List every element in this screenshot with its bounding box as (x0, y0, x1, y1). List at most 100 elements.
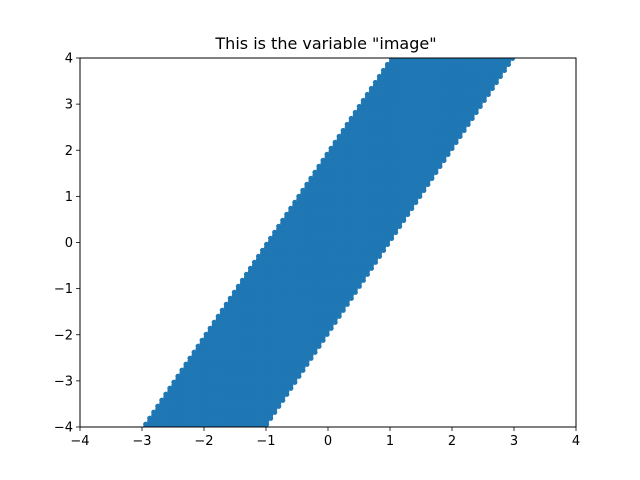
scatter-point (300, 187, 306, 193)
y-axis: −4 −3 −2 −1 0 1 2 3 4 (54, 52, 80, 436)
scatter-point (455, 58, 457, 59)
scatter-point (481, 58, 487, 62)
scatter-point (494, 47, 499, 52)
scatter-point (437, 50, 442, 55)
scatter-point (212, 428, 217, 433)
scatter-point (506, 47, 511, 52)
scatter-point (441, 50, 446, 55)
scatter-point (216, 431, 221, 436)
scatter-point (167, 434, 172, 439)
scatter-point (224, 434, 229, 439)
scatter-point (151, 434, 156, 439)
scatter-point (216, 428, 221, 433)
scatter-point (175, 373, 181, 379)
scatter-point (453, 50, 458, 55)
scatter-point (232, 434, 237, 439)
scatter-point (220, 434, 225, 439)
scatter-point (163, 391, 169, 397)
scatter-point (216, 434, 221, 439)
scatter-point (155, 428, 160, 433)
scatter-point (191, 349, 197, 355)
scatter-point (470, 50, 475, 55)
scatter-point (467, 58, 469, 59)
scatter-point (228, 428, 233, 433)
scatter-point (413, 58, 419, 62)
scatter-point (220, 428, 225, 433)
scatter-point (240, 434, 245, 439)
scatter-point (451, 58, 453, 59)
scatter-point (171, 431, 176, 436)
scatter-point (147, 415, 153, 421)
x-tick-label: 3 (510, 434, 518, 449)
scatter-point (469, 58, 475, 62)
y-tick-label: −2 (54, 328, 73, 343)
scatter-point (183, 431, 188, 436)
scatter-point (292, 199, 298, 205)
scatter-point (427, 58, 429, 59)
scatter-point (244, 428, 249, 433)
scatter-point (151, 409, 157, 415)
scatter-point (239, 277, 246, 283)
scatter-point (503, 58, 505, 59)
scatter-point (479, 58, 481, 59)
scatter-point (449, 47, 454, 52)
scatter-point (445, 58, 451, 62)
scatter-point (328, 145, 334, 152)
scatter-point (223, 301, 229, 307)
scatter-point (151, 431, 156, 436)
scatter-point (183, 428, 188, 433)
scatter-point (288, 205, 294, 211)
y-tick-label: −4 (54, 421, 73, 436)
x-tick-label: −3 (132, 434, 151, 449)
scatter-point (461, 50, 466, 55)
scatter-point (304, 181, 310, 187)
scatter-point (514, 50, 519, 55)
scatter-point (228, 431, 233, 436)
scatter-point (203, 331, 209, 337)
scatter-point (296, 193, 302, 199)
scatter-point (407, 58, 409, 59)
scatter-point (196, 428, 201, 433)
scatter-point (457, 47, 462, 52)
scatter-point (397, 58, 403, 62)
scatter-point (439, 58, 441, 59)
scatter-point (495, 58, 497, 59)
scatter-point (280, 217, 286, 223)
scatter-point (453, 47, 458, 52)
scatter-point (207, 325, 213, 331)
scatter-point (395, 58, 397, 59)
scatter-point (483, 58, 485, 59)
scatter-point (510, 47, 515, 52)
scatter-point (433, 58, 439, 62)
scatter-point (471, 58, 473, 59)
scatter-point (505, 58, 512, 62)
scatter-point (224, 431, 229, 436)
scatter-point (155, 403, 161, 409)
scatter-point (445, 50, 450, 55)
scatter-point (163, 434, 168, 439)
scatter-point (255, 253, 262, 259)
x-tick-label: 0 (324, 434, 332, 449)
scatter-point (459, 58, 461, 59)
scatter-point (155, 434, 160, 439)
scatter-point (441, 47, 446, 52)
scatter-point (425, 58, 431, 62)
data-points (143, 47, 519, 439)
scatter-point (340, 127, 346, 134)
scatter-point (443, 58, 445, 59)
scatter-point (457, 58, 463, 62)
scatter-point (478, 47, 483, 52)
scatter-point (191, 428, 196, 433)
scatter-point (441, 58, 447, 62)
scatter-point (252, 428, 257, 433)
scatter-point (272, 229, 278, 235)
scatter-point (244, 431, 249, 436)
y-tick-label: 3 (65, 98, 73, 113)
scatter-point (251, 259, 258, 265)
scatter-point (276, 223, 282, 229)
scatter-point (465, 58, 471, 62)
scatter-point (167, 428, 172, 433)
scatter-point (179, 367, 185, 373)
scatter-point (506, 50, 511, 55)
